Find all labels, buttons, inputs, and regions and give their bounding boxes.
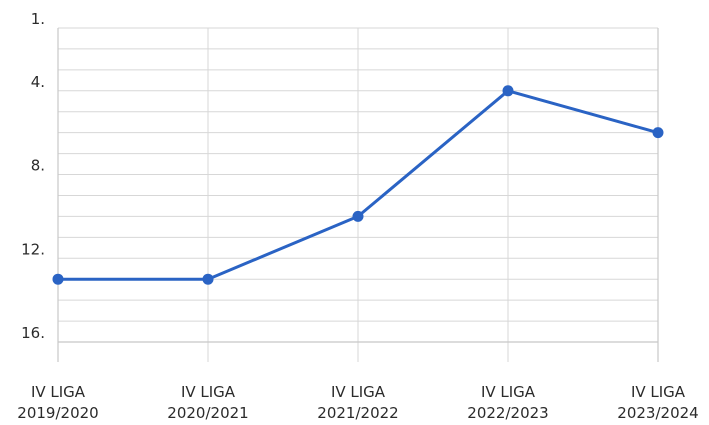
x-tick-labels: IV LIGA 2019/2020 IV LIGA 2020/2021 IV LIGA 2… <box>17 383 698 422</box>
x-tick-label-line-2: 2022/2023 <box>467 404 548 422</box>
x-tick-label-line-1: IV LIGA <box>631 383 686 401</box>
x-tick-label-line-2: 2023/2024 <box>617 404 698 422</box>
y-tick-label: 1. <box>31 10 45 28</box>
x-tick-label-line-2: 2020/2021 <box>167 404 248 422</box>
y-tick-label: 4. <box>31 73 45 91</box>
x-tick-label-group: IV LIGA 2023/2024 <box>617 383 698 422</box>
x-tick-label-group: IV LIGA 2020/2021 <box>167 383 248 422</box>
data-point <box>652 127 664 139</box>
x-tick-label-line-1: IV LIGA <box>181 383 236 401</box>
data-point <box>502 85 514 97</box>
grid-layer <box>57 27 659 362</box>
x-tick-label-group: IV LIGA 2019/2020 <box>17 383 98 422</box>
x-tick-label-line-2: 2019/2020 <box>17 404 98 422</box>
y-tick-labels: 1. 4. 8. 12. 16. <box>21 10 45 342</box>
y-tick-label: 12. <box>21 240 45 258</box>
data-point <box>352 210 364 222</box>
x-tick-label-line-1: IV LIGA <box>481 383 536 401</box>
point-layer <box>52 85 664 285</box>
x-tick-label-line-1: IV LIGA <box>31 383 86 401</box>
data-point <box>52 273 64 285</box>
x-tick-label-group: IV LIGA 2021/2022 <box>317 383 398 422</box>
data-point <box>202 273 214 285</box>
x-tick-label-line-2: 2021/2022 <box>317 404 398 422</box>
y-tick-label: 16. <box>21 324 45 342</box>
y-tick-label: 8. <box>31 157 45 175</box>
x-tick-label-line-1: IV LIGA <box>331 383 386 401</box>
x-tick-label-group: IV LIGA 2022/2023 <box>467 383 548 422</box>
